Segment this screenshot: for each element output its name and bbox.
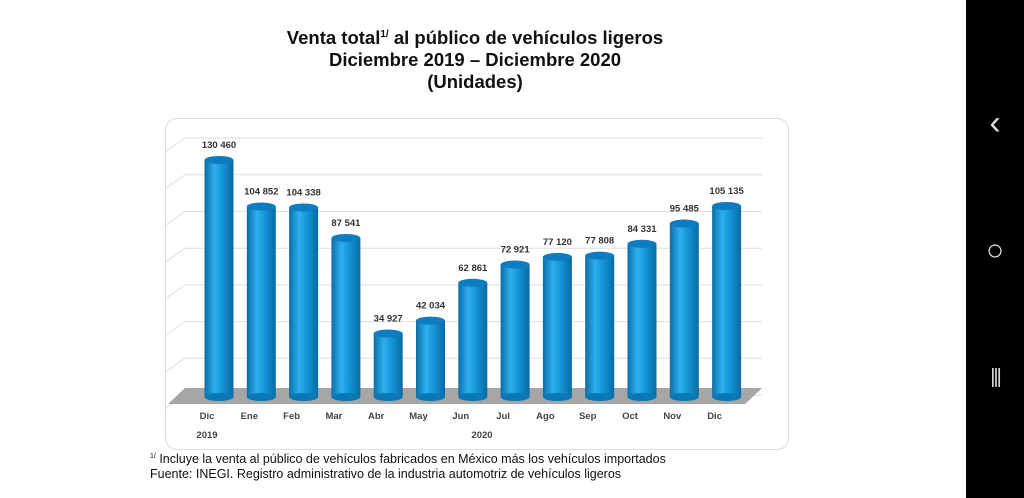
gridline-side [164, 321, 186, 337]
data-label: 84 331 [627, 224, 657, 235]
gridline-side [164, 357, 186, 373]
bar-top [458, 278, 488, 287]
data-label: 42 034 [416, 301, 446, 312]
data-label: 105 135 [709, 186, 744, 197]
bar-bottom [542, 393, 572, 401]
bar-top [289, 203, 319, 212]
year-label-2020: 2020 [471, 430, 492, 441]
x-tick-label: Abr [368, 411, 385, 422]
x-tick-label: Sep [579, 411, 597, 422]
gridline-side [164, 284, 186, 300]
bar [416, 320, 445, 397]
gridline-side [164, 137, 186, 153]
bar [204, 160, 234, 397]
chart-notes: 1/ Incluye la venta al público de vehícu… [150, 449, 666, 482]
data-label: 87 541 [331, 218, 361, 229]
bar [373, 333, 403, 397]
title-line1-rest: al público de vehículos ligeros [388, 27, 664, 49]
bar-top [373, 329, 403, 338]
bar-bottom [204, 393, 234, 401]
bar [585, 255, 615, 397]
chart-frame [165, 118, 789, 450]
title-line1: Venta total [286, 27, 381, 49]
bar-top [331, 233, 361, 242]
x-tick-label: Feb [283, 411, 300, 422]
bar [331, 237, 361, 397]
bar-bottom [585, 393, 615, 401]
bar [289, 207, 319, 397]
x-tick-label: Jul [496, 411, 510, 422]
bar-bottom [500, 393, 530, 401]
data-label: 72 921 [501, 245, 531, 256]
bar [669, 223, 699, 397]
bar-top [542, 252, 572, 261]
bar-bottom [458, 393, 488, 401]
x-tick-label: Dic [200, 411, 215, 422]
bar-top [416, 316, 445, 325]
gridline-side [164, 174, 186, 190]
x-tick-label: Oct [622, 411, 639, 422]
back-icon[interactable]: ‹ [989, 104, 1001, 142]
x-tick-label: Jun [452, 411, 469, 422]
title-line2: Diciembre 2019 – Diciembre 2020 [328, 49, 622, 71]
chart-title: Venta total1/ al público de vehículos li… [160, 24, 790, 93]
x-tick-label: Mar [325, 411, 342, 422]
footnote-mark: 1/ [150, 453, 156, 460]
data-label: 62 861 [458, 263, 488, 274]
bar-bottom [373, 393, 403, 401]
title-superscript: 1/ [380, 29, 389, 40]
data-label: 77 120 [543, 237, 572, 248]
bar-top [627, 239, 657, 248]
x-tick-label: Nov [663, 411, 682, 422]
bar-top [500, 260, 530, 269]
bar [712, 206, 742, 397]
data-label: 95 485 [670, 204, 700, 215]
bar-top [669, 219, 699, 228]
bar [500, 264, 530, 397]
data-label: 104 338 [286, 187, 320, 198]
bar [246, 206, 276, 397]
bar-bottom [289, 393, 319, 401]
footnote: Incluye la venta al público de vehículos… [155, 452, 666, 467]
bar-bottom [627, 393, 657, 401]
bar-bottom [416, 393, 445, 401]
data-label: 77 808 [585, 236, 614, 247]
source-note: Fuente: INEGI. Registro administrativo d… [150, 467, 622, 482]
recents-icon[interactable]: ||| [990, 366, 1002, 388]
x-tick-label: Ago [536, 411, 555, 422]
android-nav-bar: ‹ ○ ||| [966, 0, 1024, 498]
bar [458, 282, 488, 397]
bar-bottom [712, 393, 742, 401]
data-label: 104 852 [244, 187, 278, 198]
data-label: 130 460 [202, 140, 236, 151]
gridline-side [164, 247, 186, 263]
bar-bottom [246, 393, 276, 401]
gridline-side [164, 211, 186, 226]
bar [627, 243, 657, 397]
bar-top [204, 156, 234, 164]
bar-top [246, 202, 276, 211]
bar-bottom [669, 393, 699, 401]
year-label-2019: 2019 [196, 430, 217, 441]
bar-top [585, 251, 615, 260]
bar [542, 256, 572, 397]
bar-top [712, 202, 742, 211]
title-line3: (Unidades) [427, 71, 523, 93]
data-label: 34 927 [374, 314, 403, 325]
x-tick-label: May [409, 411, 428, 422]
x-tick-label: Ene [241, 411, 258, 422]
home-icon[interactable]: ○ [985, 234, 1005, 267]
bar-bottom [331, 393, 361, 401]
x-tick-label: Dic [707, 411, 722, 422]
